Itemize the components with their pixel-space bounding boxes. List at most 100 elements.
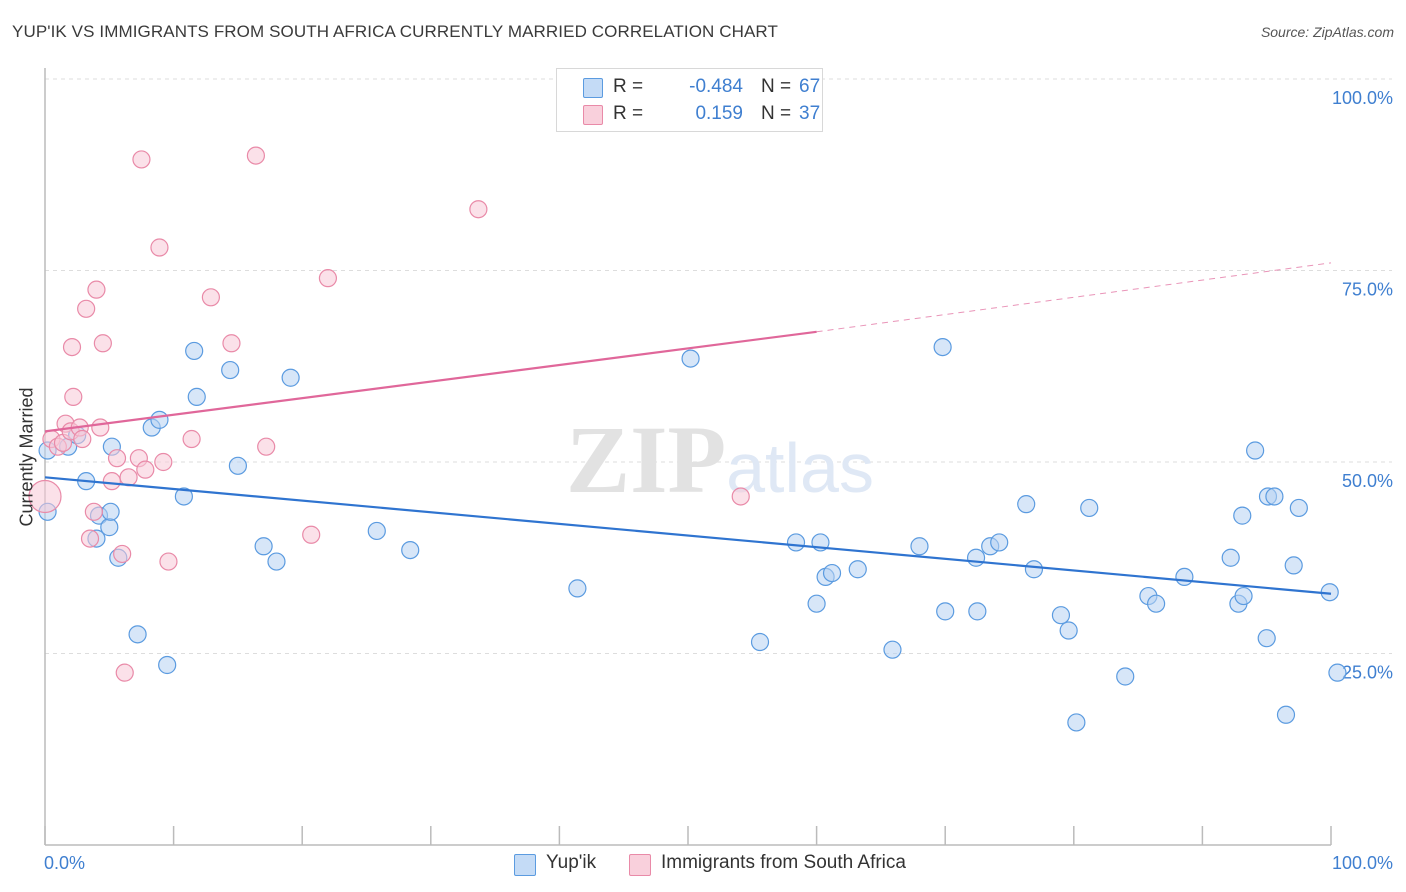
yupik-point xyxy=(1024,560,1044,579)
yupik-point xyxy=(187,387,206,406)
south-africa-point xyxy=(132,150,151,169)
chart-title: YUP'IK VS IMMIGRANTS FROM SOUTH AFRICA C… xyxy=(12,22,778,41)
south-africa-point xyxy=(302,525,321,544)
yupik-point xyxy=(786,533,806,552)
legend-n-label: N = xyxy=(761,103,792,124)
south-africa-point xyxy=(115,663,134,682)
south-africa-point xyxy=(469,200,488,219)
bottom-legend-label-yupik: Yup'ik xyxy=(546,852,597,873)
south-africa-point xyxy=(182,429,201,449)
south-africa-trend-extension xyxy=(816,262,1332,333)
yupik-point xyxy=(807,594,826,613)
south-africa-point xyxy=(201,288,220,307)
south-africa-point xyxy=(84,502,103,521)
yupik-point xyxy=(936,602,955,621)
yupik-trend-line xyxy=(44,476,1332,595)
yupik-point xyxy=(681,349,700,368)
legend-swatch-yupik xyxy=(583,78,603,98)
legend-n-label: N = xyxy=(761,76,792,97)
legend-n-value: 67 xyxy=(799,76,821,97)
yupik-point xyxy=(1276,705,1296,724)
y-tick-label: 100.0% xyxy=(1332,88,1393,108)
legend-r-value: -0.484 xyxy=(689,76,743,97)
yupik-point xyxy=(174,487,193,506)
yupik-point xyxy=(848,560,867,579)
yupik-point xyxy=(1234,586,1253,606)
yupik-point xyxy=(1017,495,1036,514)
yupik-point xyxy=(267,552,286,571)
yupik-point xyxy=(281,368,300,387)
yupik-point xyxy=(1246,441,1265,460)
yupik-point xyxy=(1175,567,1194,587)
south-africa-point xyxy=(257,437,276,456)
south-africa-point xyxy=(154,452,173,472)
yupik-point xyxy=(933,338,952,357)
legend-r-label: R = xyxy=(613,103,644,124)
legend-swatch-south-africa xyxy=(583,105,603,125)
yupik-point xyxy=(128,625,147,644)
source-label: Source: ZipAtlas.com xyxy=(1260,24,1394,40)
yupik-point xyxy=(750,632,770,652)
y-tick-label: 75.0% xyxy=(1342,280,1393,300)
south-africa-point xyxy=(93,334,112,353)
south-africa-point xyxy=(73,429,92,449)
yupik-point xyxy=(1233,506,1252,525)
yupik-point xyxy=(822,563,842,583)
bottom-legend-swatch-south-africa xyxy=(629,854,651,876)
legend-r-label: R = xyxy=(613,76,644,97)
south-africa-point xyxy=(136,460,155,479)
south-africa-point xyxy=(107,449,127,468)
south-africa-point xyxy=(77,299,96,318)
bottom-legend-label-south-africa: Immigrants from South Africa xyxy=(661,852,906,873)
yupik-point xyxy=(1067,713,1086,732)
bottom-legend-swatch-yupik xyxy=(514,854,536,876)
stats-legend: R = -0.484 N = 67 R = 0.159 N = 37 xyxy=(556,68,823,132)
yupik-point xyxy=(158,655,177,675)
y-tick-label: 25.0% xyxy=(1342,663,1393,683)
south-africa-point xyxy=(64,387,83,406)
south-africa-point xyxy=(87,280,106,299)
x-tick-label: 100.0% xyxy=(1332,853,1393,873)
yupik-point xyxy=(1289,498,1308,518)
south-africa-point xyxy=(80,529,100,548)
y-tick-label: 50.0% xyxy=(1342,471,1393,491)
south-africa-point xyxy=(102,472,121,491)
yupik-point xyxy=(1051,606,1071,625)
yupik-point xyxy=(1059,621,1078,640)
yupik-point xyxy=(883,640,902,659)
y-axis-label: Currently Married xyxy=(16,387,37,527)
yupik-point xyxy=(1221,548,1240,567)
yupik-point xyxy=(990,533,1009,552)
yupik-point xyxy=(1257,629,1276,648)
south-africa-trend-line xyxy=(44,330,817,433)
yupik-point xyxy=(101,502,120,521)
legend-n-value: 37 xyxy=(799,103,821,124)
yupik-point xyxy=(1116,667,1135,686)
yupik-point xyxy=(150,410,169,429)
yupik-point xyxy=(100,518,119,537)
south-africa-point xyxy=(150,238,169,257)
yupik-point xyxy=(966,548,986,567)
yupik-point xyxy=(568,579,587,598)
yupik-point xyxy=(910,537,929,556)
yupik-point xyxy=(1080,498,1099,518)
yupik-point xyxy=(185,341,204,361)
yupik-point xyxy=(401,540,420,560)
yupik-point xyxy=(221,360,240,380)
x-tick-label: 0.0% xyxy=(44,853,85,873)
yupik-point xyxy=(254,537,273,556)
yupik-point xyxy=(1147,594,1166,613)
south-africa-point xyxy=(318,269,338,288)
south-africa-point xyxy=(246,146,266,165)
yupik-point xyxy=(367,521,386,541)
yupik-point xyxy=(228,456,247,475)
south-africa-point xyxy=(159,552,178,571)
yupik-point xyxy=(1284,556,1303,575)
yupik-point xyxy=(968,602,987,621)
yupik-point xyxy=(1328,663,1347,682)
south-africa-point xyxy=(62,338,82,357)
south-africa-point xyxy=(731,487,750,506)
watermark: ZIPatlas xyxy=(566,406,874,513)
legend-r-value: 0.159 xyxy=(695,103,743,124)
